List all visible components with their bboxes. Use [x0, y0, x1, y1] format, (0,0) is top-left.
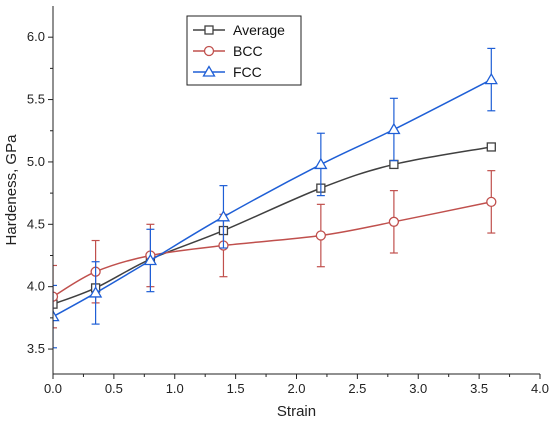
legend-marker-fcc: [202, 65, 216, 77]
data-point-average: [53, 299, 58, 309]
legend-label-average: Average: [233, 22, 285, 38]
x-tick-label: 2.0: [287, 381, 305, 396]
y-tick-label: 4.0: [27, 279, 45, 294]
data-point-fcc: [143, 253, 158, 266]
data-point-fcc: [53, 309, 60, 322]
series-bcc: [53, 170, 497, 329]
legend: Average BCC FCC: [186, 15, 302, 86]
data-point-fcc: [88, 286, 103, 298]
axes: 0.0 0.5 1.0 1.5 2.0 2.5 3.0 3.5 4.0 3.5 4.0 4.5 5.0 5…: [27, 6, 549, 396]
plot-area: [53, 47, 498, 349]
x-tick-label: 2.5: [348, 381, 366, 396]
series-line-fcc: [53, 78, 492, 318]
data-point-fcc: [314, 157, 328, 170]
y-tick-label: 5.5: [27, 92, 45, 107]
data-point-bcc: [315, 230, 327, 241]
legend-label-fcc: FCC: [233, 64, 262, 80]
data-point-bcc: [388, 216, 400, 227]
data-point-fcc: [387, 122, 401, 135]
x-tick-label: 3.0: [409, 381, 427, 396]
data-point-average: [389, 159, 399, 170]
y-tick-label: 6.0: [27, 29, 45, 44]
series-average: [53, 142, 496, 309]
y-axis-title: Hardeness, GPa: [3, 134, 20, 246]
series-fcc: [53, 47, 498, 349]
data-point-fcc: [216, 210, 231, 222]
x-tick-label: 1.0: [166, 381, 184, 396]
x-tick-label: 3.5: [470, 381, 488, 396]
legend-marker-bcc: [203, 45, 215, 57]
series-line-bcc: [53, 201, 492, 298]
data-point-average: [486, 142, 496, 152]
y-tick-label: 3.5: [27, 341, 45, 356]
x-tick-label: 4.0: [531, 381, 549, 396]
x-tick-label: 0.0: [44, 381, 62, 396]
y-tick-label: 4.5: [27, 216, 45, 231]
series-line-average: [53, 146, 492, 305]
y-tick-label: 5.0: [27, 154, 45, 169]
data-point-bcc: [486, 196, 497, 208]
legend-label-bcc: BCC: [233, 43, 263, 59]
data-point-bcc: [53, 291, 59, 302]
x-axis-title: Strain: [277, 403, 316, 420]
legend-marker-average: [204, 25, 214, 35]
x-tick-label: 0.5: [105, 381, 123, 396]
x-tick-label: 1.5: [227, 381, 245, 396]
data-point-fcc: [484, 72, 498, 85]
